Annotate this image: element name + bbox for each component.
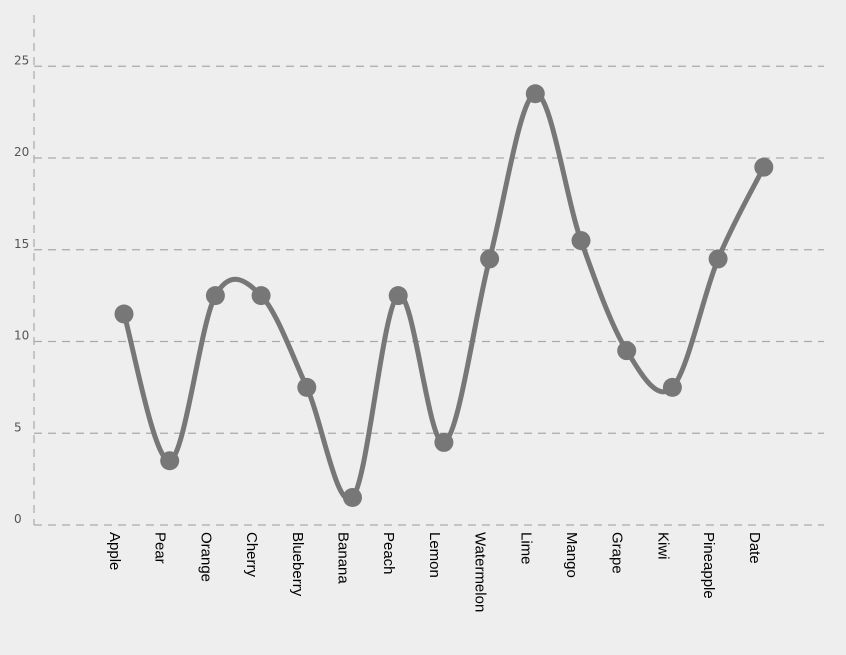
y-tick-labels: 0 5 10 15 20 25 bbox=[14, 53, 29, 526]
data-point-blueberry bbox=[297, 377, 317, 397]
data-point-apple bbox=[114, 304, 134, 324]
data-point-date bbox=[754, 157, 774, 177]
x-tick-label: Peach bbox=[380, 532, 397, 575]
data-point-mango bbox=[571, 231, 591, 251]
data-point-lemon bbox=[434, 432, 454, 452]
data-points bbox=[114, 84, 774, 507]
x-tick-label: Blueberry bbox=[289, 532, 306, 597]
y-tick-label: 10 bbox=[14, 329, 29, 343]
data-point-cherry bbox=[251, 286, 271, 306]
x-tick-label: Banana bbox=[335, 532, 352, 584]
y-tick-label: 25 bbox=[14, 53, 29, 67]
data-point-banana bbox=[343, 487, 362, 507]
x-tick-label: Kiwi bbox=[654, 532, 671, 560]
data-point-grape bbox=[617, 341, 637, 361]
gridlines bbox=[34, 65, 824, 526]
x-tick-label: Grape bbox=[609, 532, 626, 574]
x-tick-label: Cherry bbox=[243, 532, 260, 578]
data-point-peach bbox=[388, 286, 408, 306]
x-tick-labels: Apple Pear Orange Cherry Blueberry Banana Peac… bbox=[106, 532, 763, 612]
x-tick-label: Lemon bbox=[426, 532, 443, 578]
y-tick-label: 20 bbox=[14, 145, 29, 159]
x-tick-label: Mango bbox=[563, 532, 580, 578]
x-tick-label: Watermelon bbox=[472, 532, 489, 612]
x-tick-label: Orange bbox=[197, 532, 214, 582]
y-tick-label: 0 bbox=[14, 512, 22, 526]
data-point-pineapple bbox=[708, 249, 728, 269]
x-tick-label: Lime bbox=[517, 532, 534, 565]
data-point-orange bbox=[205, 286, 225, 306]
data-point-lime bbox=[525, 84, 545, 104]
x-tick-label: Date bbox=[746, 532, 763, 564]
data-point-watermelon bbox=[480, 249, 500, 269]
data-point-pear bbox=[160, 451, 180, 471]
y-tick-label: 15 bbox=[14, 237, 29, 251]
data-point-kiwi bbox=[662, 377, 682, 397]
x-tick-label: Pineapple bbox=[700, 532, 717, 599]
x-tick-label: Apple bbox=[106, 532, 123, 570]
x-tick-label: Pear bbox=[152, 532, 169, 564]
y-tick-label: 5 bbox=[14, 420, 22, 434]
